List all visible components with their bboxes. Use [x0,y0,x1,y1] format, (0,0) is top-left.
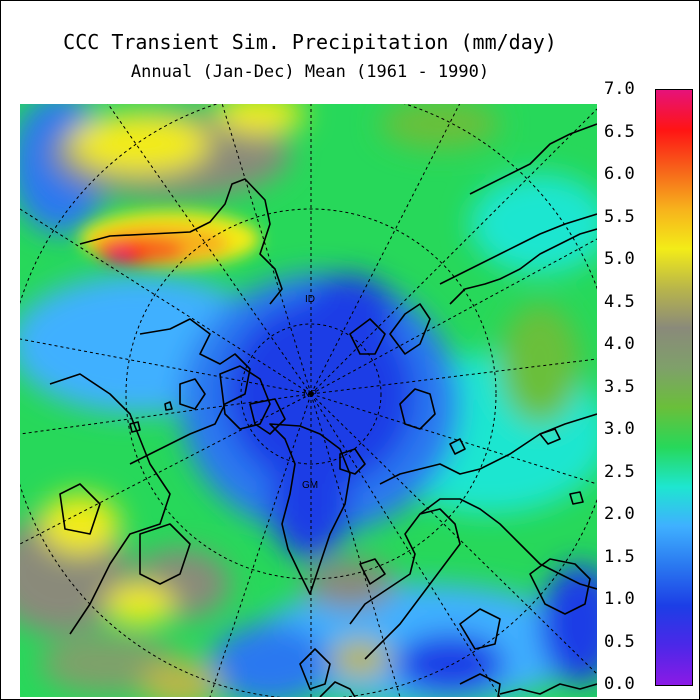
precipitation-map: ID NP GM [20,104,597,697]
meridians [20,104,597,697]
coastlines [49,123,597,697]
colorbar-tick-label: 1.5 [604,546,635,567]
colorbar-tick-label: 5.0 [604,249,635,269]
graticule [20,104,597,697]
colorbar-tick-label: 3.0 [604,419,635,439]
precip-field [20,104,597,697]
colorbar [655,89,693,686]
map-label-np: NP [303,389,317,400]
colorbar-tick-label: 4.0 [604,334,635,354]
colorbar-tick-label: 7.0 [604,79,635,99]
colorbar-tick-label: 1.0 [604,589,635,609]
colorbar-tick-label: 3.5 [604,376,635,397]
colorbar-tick-label: 2.5 [604,461,635,482]
colorbar-tick-label: 6.0 [604,164,635,184]
chart-subtitle: Annual (Jan-Dec) Mean (1961 - 1990) [130,62,490,82]
colorbar-tick-label: 5.5 [604,206,635,227]
map-label-id: ID [305,294,315,305]
map-label-gm: GM [302,480,318,491]
map-svg: ID NP GM [20,104,597,697]
colorbar-tick-label: 2.0 [604,504,635,524]
chart-title: CCC Transient Sim. Precipitation (mm/day… [63,30,557,54]
colorbar-tick-label: 0.0 [604,674,635,694]
colorbar-tick-label: 0.5 [604,631,635,652]
colorbar-tick-label: 4.5 [604,291,635,312]
colorbar-tick-label: 6.5 [604,121,635,142]
precip-maximum [80,211,260,267]
latitude-circle-70 [125,208,497,580]
latitude-circle-80 [240,323,382,465]
